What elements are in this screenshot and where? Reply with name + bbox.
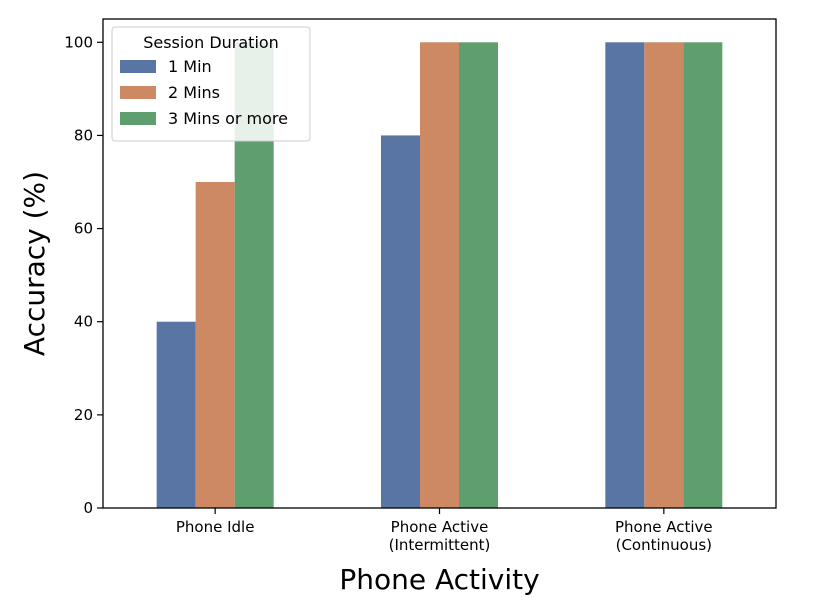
y-tick-label: 100 — [64, 33, 93, 51]
y-axis-ticks: 0 20 40 60 80 100 — [64, 33, 103, 517]
bar-2-3 — [644, 42, 684, 509]
y-tick-label: 0 — [83, 499, 93, 517]
legend: Session Duration 1 Min 2 Mins 3 Mins or mo… — [111, 26, 311, 142]
legend-title: Session Duration — [143, 33, 279, 52]
y-tick-label: 60 — [74, 220, 93, 238]
bar-1-3 — [605, 42, 645, 509]
bar-1-2 — [381, 135, 420, 508]
bar-3-2 — [459, 42, 498, 509]
x-axis-ticks: Phone Idle Phone Active(Intermittent)Phon… — [176, 508, 713, 554]
x-axis-label: Phone Activity — [339, 563, 539, 596]
legend-box — [111, 26, 311, 142]
x-tick-label: Phone Idle — [176, 518, 255, 536]
bar-1-1 — [156, 321, 196, 508]
bars-group — [156, 42, 723, 509]
legend-label-2: 2 Mins — [168, 83, 220, 102]
bar-2-2 — [420, 42, 459, 509]
legend-swatch-1 — [120, 60, 156, 73]
y-tick-label: 80 — [74, 126, 93, 144]
legend-label-1: 1 Min — [168, 57, 212, 76]
x-tick-label: (Intermittent) — [389, 536, 491, 554]
x-tick-label: Phone Active — [391, 518, 489, 536]
bar-2-1 — [195, 182, 235, 508]
x-tick-label: Phone Active — [615, 518, 713, 536]
legend-swatch-3 — [120, 112, 156, 125]
bar-3-3 — [683, 42, 723, 509]
y-tick-label: 20 — [74, 406, 93, 424]
x-tick-label: (Continuous) — [616, 536, 712, 554]
legend-label-3: 3 Mins or more — [168, 109, 288, 128]
legend-swatch-2 — [120, 86, 156, 99]
y-axis-label: Accuracy (%) — [18, 171, 51, 356]
y-tick-label: 40 — [74, 313, 93, 331]
